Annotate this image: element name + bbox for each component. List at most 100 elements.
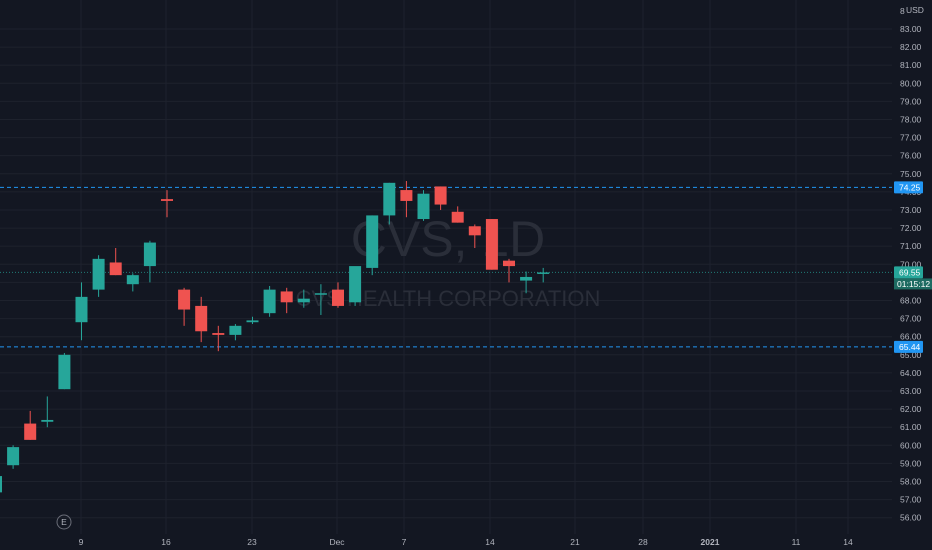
y-tick-label: 60.00 <box>900 440 922 450</box>
candle[interactable] <box>297 289 310 308</box>
candle[interactable] <box>383 182 396 225</box>
candle-body[interactable] <box>92 258 105 290</box>
candle-body[interactable] <box>58 354 71 390</box>
candle-body[interactable] <box>126 275 139 285</box>
candle-body[interactable] <box>332 289 344 306</box>
candle-body[interactable] <box>468 226 481 236</box>
y-tick-label: 66.00 <box>900 332 922 342</box>
earnings-label: E <box>61 517 67 527</box>
x-tick-label: 28 <box>638 537 648 547</box>
candle-body[interactable] <box>400 190 413 201</box>
earnings-icon[interactable] <box>56 514 72 530</box>
candle[interactable] <box>143 240 156 283</box>
time-axis-background <box>0 534 892 550</box>
candle-body[interactable] <box>349 266 362 303</box>
candle-body[interactable] <box>383 182 396 216</box>
y-tick-label: 65.00 <box>900 350 922 360</box>
candle[interactable] <box>195 296 208 343</box>
time-axis[interactable]: 9 16 23 Dec 7 14 21 28 2021 11 14 <box>0 534 892 550</box>
candle[interactable] <box>263 286 276 317</box>
y-tick-label: 71.00 <box>900 241 922 251</box>
candle-body[interactable] <box>0 476 2 493</box>
candle[interactable] <box>41 396 54 428</box>
candle[interactable] <box>24 410 37 440</box>
candle[interactable] <box>434 186 447 210</box>
candle[interactable] <box>349 266 362 306</box>
candle[interactable] <box>75 282 88 341</box>
candle-body[interactable] <box>503 260 515 267</box>
candle-body[interactable] <box>263 289 276 314</box>
x-tick-label: 7 <box>402 537 407 547</box>
candle-body[interactable] <box>229 325 242 335</box>
earnings-marker[interactable]: E <box>56 514 72 530</box>
x-tick-label: 11 <box>792 537 801 547</box>
candle[interactable] <box>520 271 533 294</box>
candles[interactable] <box>0 181 550 496</box>
candle-body[interactable] <box>24 423 37 440</box>
currency-label: USD <box>906 5 924 15</box>
y-tick-label: 79.00 <box>900 96 922 106</box>
candle[interactable] <box>126 273 139 292</box>
candle[interactable] <box>7 445 20 469</box>
candle-body[interactable] <box>7 447 20 466</box>
candle[interactable] <box>503 258 515 283</box>
candle[interactable] <box>280 287 293 314</box>
candle[interactable] <box>178 287 191 326</box>
horizontal-lines[interactable] <box>0 186 892 348</box>
candle-body[interactable] <box>161 199 173 201</box>
candle[interactable] <box>314 284 327 315</box>
candle[interactable] <box>451 206 464 223</box>
candle-body[interactable] <box>195 305 208 332</box>
candle-body[interactable] <box>75 296 88 323</box>
x-tick-label: 14 <box>485 537 495 547</box>
hline-price-tag-background <box>894 340 923 353</box>
candle[interactable] <box>332 282 344 308</box>
candle-body[interactable] <box>417 193 430 220</box>
last-price-tag-background <box>894 266 923 279</box>
x-tick-label: 9 <box>79 537 84 547</box>
candle-body[interactable] <box>314 293 327 295</box>
x-tick-label: 23 <box>247 537 257 547</box>
y-tick-label: 76.00 <box>900 151 922 161</box>
candle-body[interactable] <box>109 262 122 276</box>
candle-body[interactable] <box>520 276 533 281</box>
candle-body[interactable] <box>451 211 464 223</box>
candle-body[interactable] <box>485 219 498 270</box>
candle-body[interactable] <box>143 242 156 267</box>
candle[interactable] <box>468 224 481 248</box>
candle[interactable] <box>229 324 242 341</box>
x-tick-label: 2021 <box>701 537 720 547</box>
candle-body[interactable] <box>297 298 310 303</box>
hline-price-tag-background <box>894 181 923 194</box>
candle-body[interactable] <box>246 320 259 323</box>
candle-body[interactable] <box>434 186 447 205</box>
candle-body[interactable] <box>366 215 379 268</box>
y-tick-label: 81.00 <box>900 60 922 70</box>
candle-body[interactable] <box>212 333 225 335</box>
candle[interactable] <box>366 215 379 276</box>
candle[interactable] <box>485 219 498 270</box>
candle-body[interactable] <box>280 291 293 303</box>
candle-body[interactable] <box>178 289 191 310</box>
candle[interactable] <box>417 190 430 221</box>
countdown-label: 01:15:12 <box>897 279 930 289</box>
candle[interactable] <box>161 190 173 218</box>
hline-price-tag: 65.44 <box>899 342 921 352</box>
candle[interactable] <box>537 267 550 283</box>
x-tick-label: 16 <box>161 537 171 547</box>
candle-body[interactable] <box>537 272 550 274</box>
candle[interactable] <box>400 181 413 218</box>
candle-body[interactable] <box>41 419 54 422</box>
candle[interactable] <box>212 325 225 352</box>
y-tick-label: 67.00 <box>900 314 922 324</box>
y-tick-label: 64.00 <box>900 368 922 378</box>
y-tick-label: 63.00 <box>900 386 922 396</box>
y-tick-label: 58.00 <box>900 477 922 487</box>
candle[interactable] <box>92 255 105 297</box>
candle[interactable] <box>246 316 259 325</box>
grid <box>0 0 892 534</box>
candle[interactable] <box>109 247 122 276</box>
candle[interactable] <box>58 352 71 390</box>
candle[interactable] <box>0 476 2 496</box>
